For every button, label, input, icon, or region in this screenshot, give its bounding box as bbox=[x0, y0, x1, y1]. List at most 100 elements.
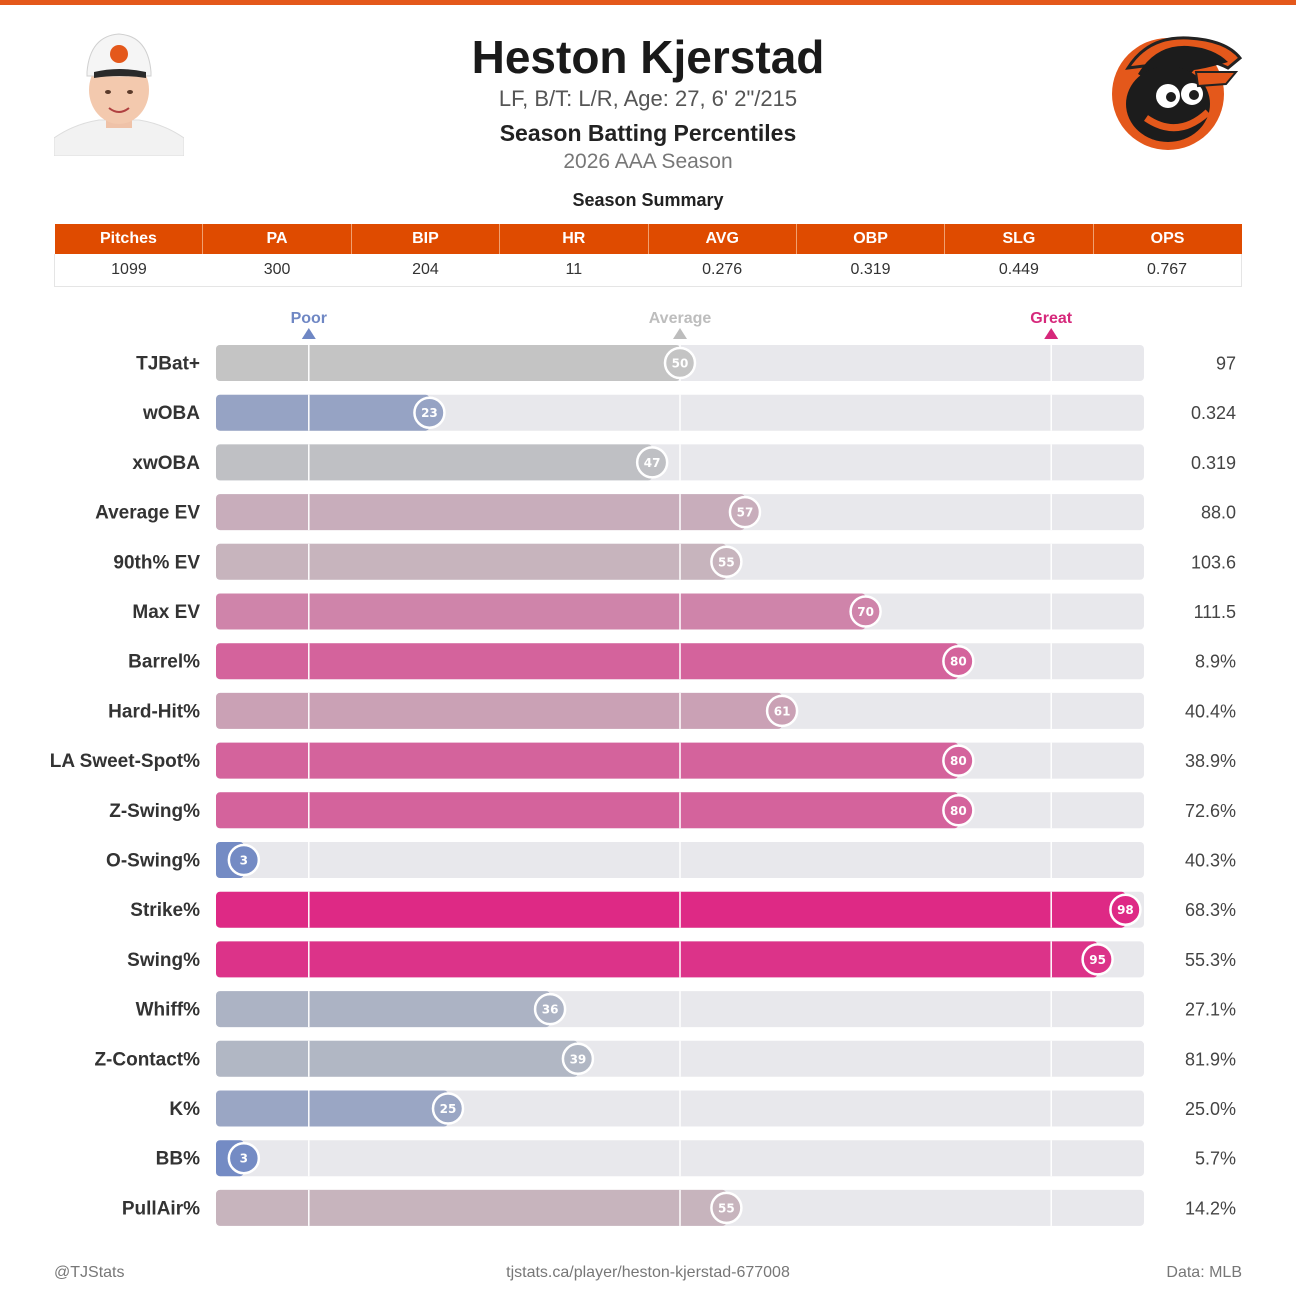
summary-title: Season Summary bbox=[572, 190, 724, 210]
metric-label: Barrel% bbox=[128, 652, 200, 673]
player-headshot bbox=[54, 28, 184, 156]
marker-triangle-average bbox=[673, 328, 687, 339]
metric-value: 72.6% bbox=[1185, 801, 1236, 821]
percentile-value: 80 bbox=[950, 754, 967, 768]
team-logo-orioles bbox=[1112, 36, 1243, 150]
percentile-bubble bbox=[227, 843, 261, 877]
percentile-bubble bbox=[413, 396, 446, 429]
metric-label: LA Sweet-Spot% bbox=[50, 751, 200, 772]
percentile-value: 3 bbox=[240, 854, 248, 868]
metric-value: 27.1% bbox=[1185, 1000, 1236, 1020]
player-name: Heston Kjerstad bbox=[471, 31, 825, 83]
summary-header-row: Pitches PA BIP HR AVG OBP SLG OPS bbox=[54, 224, 1242, 254]
metric-value: 14.2% bbox=[1185, 1198, 1236, 1218]
percentile-bubble bbox=[431, 1092, 465, 1125]
metric-value: 81.9% bbox=[1185, 1049, 1236, 1069]
season-summary-table: Pitches PA BIP HR AVG OBP SLG OPS 1099 3… bbox=[53, 224, 1243, 287]
footer-url: tjstats.ca/player/heston-kjerstad-677008 bbox=[506, 1264, 790, 1281]
metric-label: Average EV bbox=[95, 503, 200, 524]
percentile-value: 61 bbox=[774, 704, 791, 718]
summary-header-cell: PA bbox=[202, 224, 352, 254]
metric-label: Whiff% bbox=[136, 1000, 200, 1021]
bar-fill bbox=[216, 792, 959, 829]
bar-fill bbox=[216, 891, 1126, 928]
summary-header-cell: Pitches bbox=[54, 224, 204, 254]
bar-fill bbox=[216, 345, 680, 381]
percentile-value: 55 bbox=[718, 1201, 735, 1215]
percentile-bubble bbox=[942, 644, 975, 678]
bar-fill bbox=[216, 394, 430, 431]
summary-value-cell: 0.449 bbox=[944, 254, 1094, 287]
footer-source: Data: MLB bbox=[1166, 1264, 1242, 1281]
footer-credit: @TJStats bbox=[54, 1264, 125, 1281]
percentile-bubble bbox=[710, 545, 743, 579]
percentile-chart: Poor Average Great 50 TJBat+ 97 23 wOBA 0.324 47 x… bbox=[50, 310, 1236, 1226]
marker-label-poor: Poor bbox=[291, 310, 327, 327]
bar-fill bbox=[216, 1090, 448, 1127]
metric-label: Max EV bbox=[132, 602, 200, 623]
metric-label: Z-Swing% bbox=[109, 801, 200, 822]
metric-value: 0.324 bbox=[1191, 403, 1236, 423]
percentile-value: 47 bbox=[644, 456, 661, 470]
bar-fill bbox=[216, 494, 745, 531]
summary-value-row: 1099 300 204 11 0.276 0.319 0.449 0.767 bbox=[53, 254, 1243, 287]
summary-header-cell: OBP bbox=[796, 224, 946, 254]
percentile-value: 23 bbox=[421, 406, 438, 420]
metric-label: K% bbox=[169, 1099, 200, 1120]
metric-value: 40.3% bbox=[1185, 851, 1236, 871]
metric-value: 97 bbox=[1216, 354, 1236, 374]
marker-triangle-great bbox=[1044, 328, 1059, 339]
percentile-bubble bbox=[227, 1141, 261, 1175]
metric-label: Hard-Hit% bbox=[108, 701, 200, 722]
bar-fill bbox=[216, 593, 866, 630]
percentile-bubble bbox=[635, 446, 669, 479]
bar-fill bbox=[216, 643, 959, 680]
percentile-bubble bbox=[849, 595, 882, 628]
bar-fill bbox=[216, 991, 551, 1028]
metric-label: PullAir% bbox=[122, 1198, 200, 1219]
report-title: Season Batting Percentiles bbox=[499, 120, 797, 146]
marker-label-average: Average bbox=[649, 310, 712, 327]
bar-fill bbox=[216, 742, 959, 779]
metric-label: wOBA bbox=[142, 403, 200, 424]
metric-value: 5.7% bbox=[1195, 1149, 1236, 1169]
metric-label: xwOBA bbox=[132, 453, 200, 474]
bar-fill bbox=[216, 444, 653, 481]
metric-label: BB% bbox=[156, 1149, 200, 1170]
metric-value: 25.0% bbox=[1185, 1099, 1236, 1119]
summary-value-cell: 0.767 bbox=[1093, 254, 1243, 287]
percentile-value: 98 bbox=[1117, 903, 1134, 917]
percentile-value: 36 bbox=[542, 1003, 559, 1017]
metric-value: 40.4% bbox=[1185, 701, 1236, 721]
percentile-value: 80 bbox=[950, 655, 967, 669]
percentile-bubble bbox=[561, 1042, 595, 1076]
percentile-bubble bbox=[1109, 893, 1142, 926]
marker-label-great: Great bbox=[1030, 310, 1072, 327]
metric-label: 90th% EV bbox=[113, 552, 200, 573]
metric-value: 68.3% bbox=[1185, 900, 1236, 920]
percentile-value: 25 bbox=[440, 1102, 457, 1116]
top-accent-bar bbox=[0, 0, 1296, 5]
summary-header-cell: OPS bbox=[1093, 224, 1242, 254]
metric-label: Swing% bbox=[127, 950, 200, 971]
bar-fill bbox=[216, 692, 783, 729]
player-info: LF, B/T: L/R, Age: 27, 6' 2"/215 bbox=[498, 86, 798, 111]
bar-fill bbox=[216, 1189, 727, 1226]
percentile-value: 55 bbox=[718, 555, 735, 569]
percentile-bubble bbox=[942, 794, 975, 827]
metric-label: Z-Contact% bbox=[94, 1049, 200, 1070]
summary-value-cell: 204 bbox=[351, 254, 500, 287]
percentile-bubble bbox=[765, 694, 799, 728]
percentile-value: 80 bbox=[950, 804, 967, 818]
percentile-value: 95 bbox=[1089, 953, 1106, 967]
percentile-bubble bbox=[728, 495, 762, 529]
summary-header-cell: AVG bbox=[648, 224, 797, 254]
percentile-bubble bbox=[533, 992, 567, 1026]
summary-header-cell: SLG bbox=[944, 224, 1094, 254]
summary-header-cell: BIP bbox=[351, 224, 501, 254]
percentile-value: 50 bbox=[672, 357, 689, 371]
bar-fill bbox=[216, 1040, 578, 1077]
percentile-bubble bbox=[710, 1191, 743, 1225]
summary-value-cell: 300 bbox=[202, 254, 352, 287]
metric-value: 8.9% bbox=[1195, 652, 1236, 672]
